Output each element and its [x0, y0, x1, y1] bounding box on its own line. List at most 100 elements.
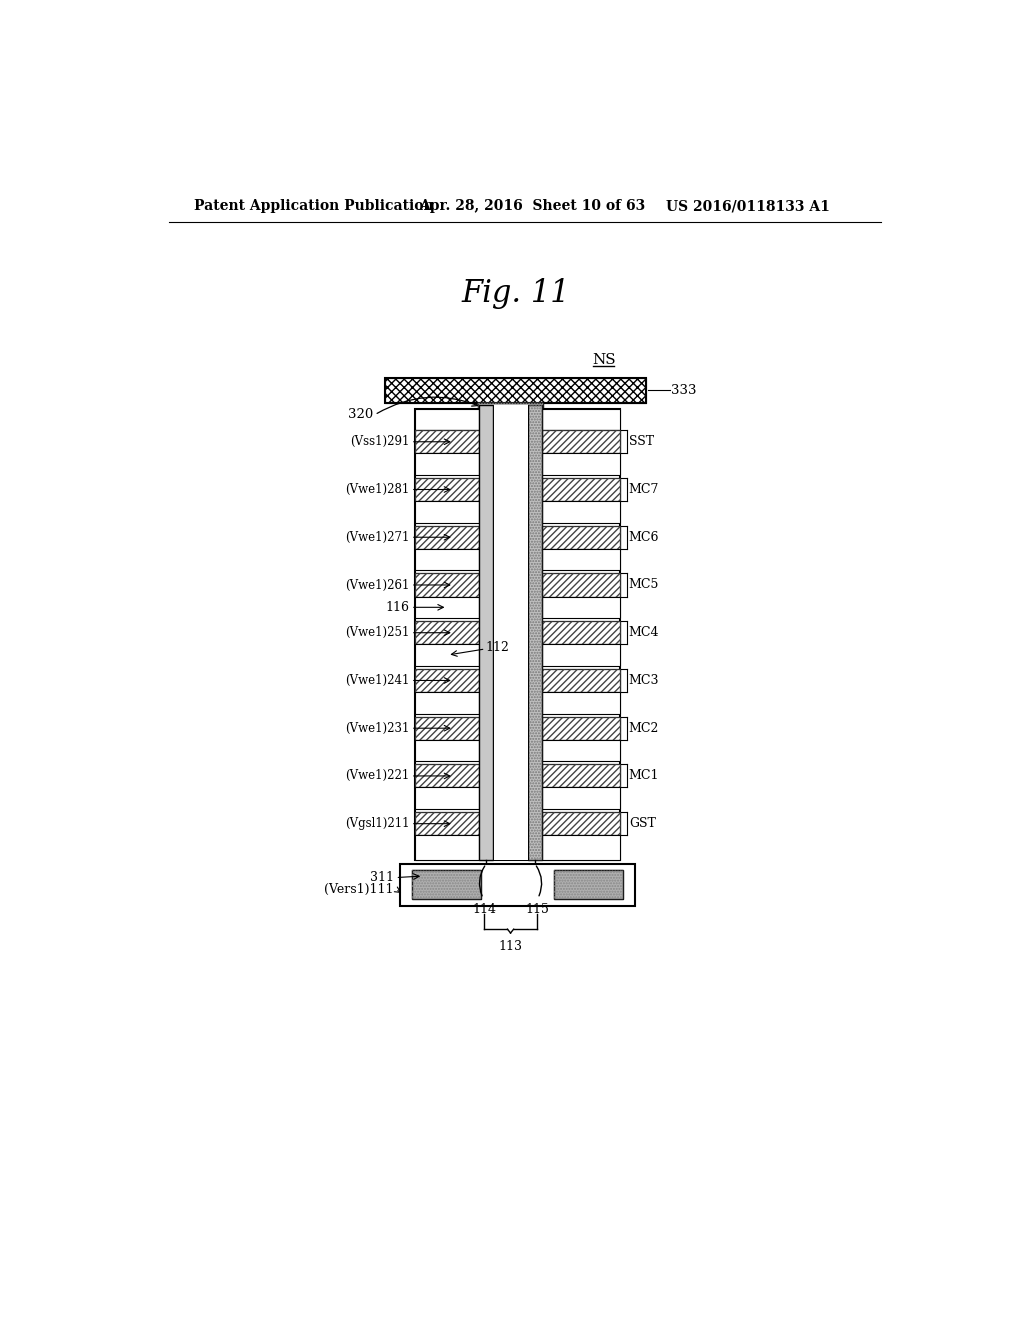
Bar: [416, 812, 479, 836]
Text: 113: 113: [499, 940, 522, 953]
Bar: [400, 863, 635, 906]
Bar: [554, 870, 624, 899]
Bar: [542, 478, 620, 502]
Bar: [416, 622, 479, 644]
Bar: [542, 717, 620, 739]
Bar: [416, 622, 479, 644]
Bar: [416, 644, 479, 665]
Text: (Vwe1)231: (Vwe1)231: [345, 722, 410, 735]
Text: (Vwe1)241: (Vwe1)241: [345, 675, 410, 686]
Bar: [542, 409, 620, 430]
Bar: [416, 430, 479, 453]
Text: (Vwe1)261: (Vwe1)261: [345, 578, 410, 591]
Text: Fig. 11: Fig. 11: [461, 277, 570, 309]
Bar: [542, 669, 620, 692]
Bar: [416, 525, 479, 549]
Bar: [542, 764, 620, 788]
Bar: [385, 378, 646, 404]
Text: (Vss1)291: (Vss1)291: [350, 436, 410, 449]
Bar: [412, 870, 481, 899]
Bar: [542, 430, 620, 453]
Text: MC3: MC3: [629, 675, 659, 686]
Bar: [542, 812, 620, 836]
Bar: [542, 573, 620, 597]
Text: 115: 115: [525, 903, 549, 916]
Text: MC6: MC6: [629, 531, 659, 544]
Bar: [528, 405, 542, 859]
Bar: [542, 453, 620, 475]
Text: 320: 320: [348, 408, 373, 421]
Text: MC2: MC2: [629, 722, 659, 735]
Bar: [542, 836, 620, 859]
Bar: [416, 453, 479, 475]
Bar: [542, 478, 620, 502]
Bar: [542, 717, 620, 739]
Bar: [416, 478, 479, 502]
Bar: [542, 502, 620, 523]
Bar: [416, 717, 479, 739]
Text: MC7: MC7: [629, 483, 659, 496]
Text: (Vwe1)281: (Vwe1)281: [345, 483, 410, 496]
Bar: [478, 404, 544, 409]
Text: US 2016/0118133 A1: US 2016/0118133 A1: [666, 199, 829, 213]
Bar: [416, 739, 479, 762]
Bar: [412, 870, 481, 899]
Text: 311: 311: [370, 871, 394, 884]
Text: (Vers1)111: (Vers1)111: [325, 883, 394, 896]
Bar: [542, 525, 620, 549]
Bar: [542, 622, 620, 644]
Bar: [528, 405, 542, 859]
Bar: [416, 409, 479, 430]
Bar: [416, 788, 479, 809]
Bar: [542, 739, 620, 762]
Text: MC4: MC4: [629, 626, 659, 639]
Bar: [542, 597, 620, 618]
Text: (Vwe1)271: (Vwe1)271: [345, 531, 410, 544]
Text: Patent Application Publication: Patent Application Publication: [194, 199, 433, 213]
Bar: [416, 717, 479, 739]
Bar: [542, 644, 620, 665]
Bar: [416, 502, 479, 523]
Bar: [416, 573, 479, 597]
Text: GST: GST: [629, 817, 655, 830]
Text: 116: 116: [385, 601, 410, 614]
Bar: [542, 573, 620, 597]
Text: 112: 112: [485, 640, 509, 653]
Bar: [542, 764, 620, 788]
Text: SST: SST: [629, 436, 654, 449]
Text: MC5: MC5: [629, 578, 659, 591]
Bar: [479, 405, 494, 859]
Bar: [416, 812, 479, 836]
Bar: [416, 478, 479, 502]
Bar: [416, 764, 479, 788]
Bar: [542, 549, 620, 570]
Text: Apr. 28, 2016  Sheet 10 of 63: Apr. 28, 2016 Sheet 10 of 63: [419, 199, 645, 213]
Text: (Vwe1)251: (Vwe1)251: [345, 626, 410, 639]
Bar: [416, 409, 620, 859]
Bar: [416, 549, 479, 570]
Bar: [494, 405, 528, 859]
Bar: [416, 692, 479, 714]
Bar: [542, 788, 620, 809]
Text: MC1: MC1: [629, 770, 659, 783]
Bar: [416, 597, 479, 618]
Bar: [385, 378, 646, 404]
Bar: [416, 573, 479, 597]
Bar: [416, 430, 479, 453]
Text: (Vgsl1)211: (Vgsl1)211: [345, 817, 410, 830]
Bar: [542, 622, 620, 644]
Bar: [554, 870, 624, 899]
Bar: [478, 404, 544, 409]
Bar: [542, 812, 620, 836]
Bar: [416, 836, 479, 859]
Bar: [542, 692, 620, 714]
Bar: [542, 669, 620, 692]
Bar: [416, 669, 479, 692]
Bar: [416, 525, 479, 549]
Text: NS: NS: [593, 354, 616, 367]
Text: 333: 333: [671, 384, 696, 397]
Bar: [542, 525, 620, 549]
Bar: [416, 669, 479, 692]
Text: (Vwe1)221: (Vwe1)221: [345, 770, 410, 783]
Text: 114: 114: [472, 903, 496, 916]
